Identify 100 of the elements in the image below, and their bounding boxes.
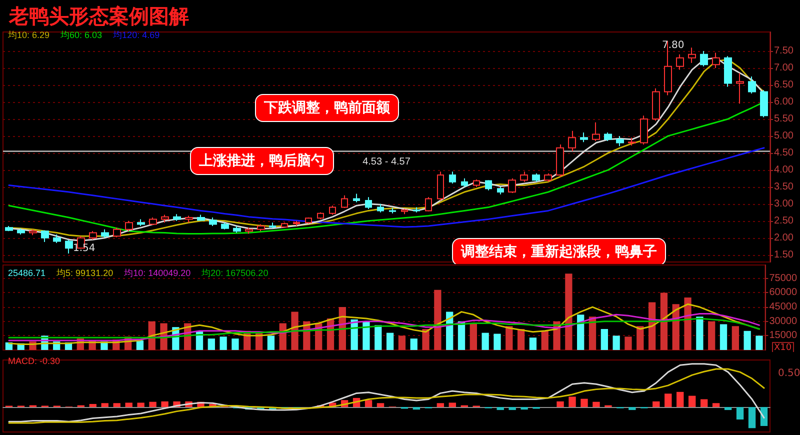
y-tick-label: 30000	[769, 316, 798, 327]
candlestick	[760, 90, 768, 118]
candlestick	[700, 50, 708, 67]
bar	[374, 325, 382, 350]
text: 均10: 6.29	[7, 30, 50, 40]
candlestick	[209, 216, 217, 226]
candlestick	[437, 171, 444, 202]
bar	[732, 326, 739, 350]
candlestick	[544, 172, 552, 182]
bar	[136, 340, 144, 350]
line-series	[8, 318, 760, 338]
bar	[434, 290, 442, 350]
candlestick	[652, 88, 660, 122]
candlestick	[65, 239, 73, 254]
annotation: 1.54	[73, 243, 96, 254]
y-tick-label: 60000	[769, 287, 798, 298]
candlestick	[149, 216, 157, 226]
candlestick	[137, 218, 145, 226]
bar	[494, 334, 501, 350]
bar	[291, 312, 298, 350]
line-series	[8, 147, 765, 228]
candlestick	[401, 208, 408, 215]
bar	[712, 403, 720, 407]
chart-title: 老鸭头形态案例图解	[8, 4, 189, 28]
bar	[612, 336, 620, 350]
bar	[410, 338, 418, 350]
text: X10	[772, 342, 794, 354]
candlestick	[185, 215, 193, 224]
candlestick	[281, 222, 288, 228]
y-tick-label: 75000	[769, 272, 798, 284]
bar	[208, 338, 215, 350]
bar	[89, 404, 96, 407]
annotation: 调整结束，重新起涨段，鸭鼻子	[452, 238, 666, 266]
y-tick-label: 7.50	[774, 46, 794, 57]
candlestick	[257, 224, 265, 232]
bar	[220, 336, 227, 350]
bar	[113, 403, 120, 407]
bar	[688, 396, 696, 407]
annotation: 下跌调整，鸭前面额	[255, 94, 399, 122]
candlestick	[113, 227, 121, 238]
bar	[161, 401, 168, 407]
bar	[736, 407, 744, 420]
bar	[684, 297, 692, 350]
bar	[125, 402, 132, 407]
candlestick	[5, 225, 13, 232]
y-tick-label: 2.50	[774, 215, 794, 226]
bar	[748, 407, 756, 428]
bar	[660, 292, 668, 350]
candlestick	[53, 234, 61, 244]
y-tick-label: 45000	[769, 302, 798, 313]
bar	[232, 338, 239, 350]
bar	[696, 316, 704, 350]
candlestick	[389, 207, 396, 214]
y-tick-label: 5.00	[774, 130, 794, 142]
candlestick	[89, 230, 97, 240]
bar	[676, 392, 684, 407]
bar	[592, 402, 600, 407]
text: 均60: 6.03	[60, 30, 102, 40]
bar	[529, 338, 537, 350]
candlestick	[293, 220, 300, 226]
y-tick-label: 3.00	[774, 198, 794, 210]
candlestick	[461, 178, 468, 188]
bar	[412, 407, 420, 410]
candlestick	[580, 132, 588, 143]
candlestick	[329, 205, 336, 216]
bar	[541, 330, 548, 350]
candlestick	[676, 54, 684, 70]
candlestick	[317, 212, 324, 220]
candlestick	[101, 228, 109, 238]
candlestick	[556, 144, 564, 178]
bar	[708, 321, 716, 350]
candlestick	[365, 196, 372, 210]
candlestick	[353, 193, 360, 203]
bar	[398, 336, 406, 350]
bar	[756, 336, 763, 350]
bar	[556, 401, 564, 407]
y-tick-label: 4.50	[774, 147, 794, 158]
candlestick	[161, 214, 169, 224]
bar	[364, 400, 372, 407]
bar	[422, 328, 430, 350]
candlestick	[233, 225, 241, 234]
bar	[568, 396, 576, 407]
candlestick	[413, 206, 420, 213]
candlestick	[712, 52, 720, 69]
text: MACD: -0.30	[8, 356, 60, 366]
bar	[600, 328, 608, 350]
candlestick	[41, 230, 49, 242]
bar	[628, 407, 636, 410]
candlestick	[17, 228, 25, 235]
bar	[760, 407, 768, 426]
bar	[362, 321, 370, 350]
bar	[482, 332, 489, 350]
text: 均120: 4.69	[112, 30, 160, 40]
candlestick	[616, 135, 624, 147]
candlestick	[221, 222, 229, 230]
candlestick	[724, 56, 732, 88]
bar	[101, 403, 108, 407]
bar	[700, 399, 708, 407]
bar	[636, 326, 644, 350]
y-tick-label: 5.50	[774, 113, 794, 124]
